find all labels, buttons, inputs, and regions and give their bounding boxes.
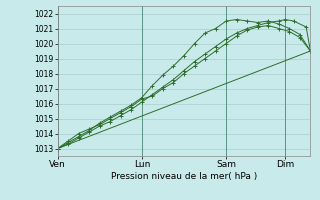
X-axis label: Pression niveau de la mer( hPa ): Pression niveau de la mer( hPa ) (111, 172, 257, 181)
